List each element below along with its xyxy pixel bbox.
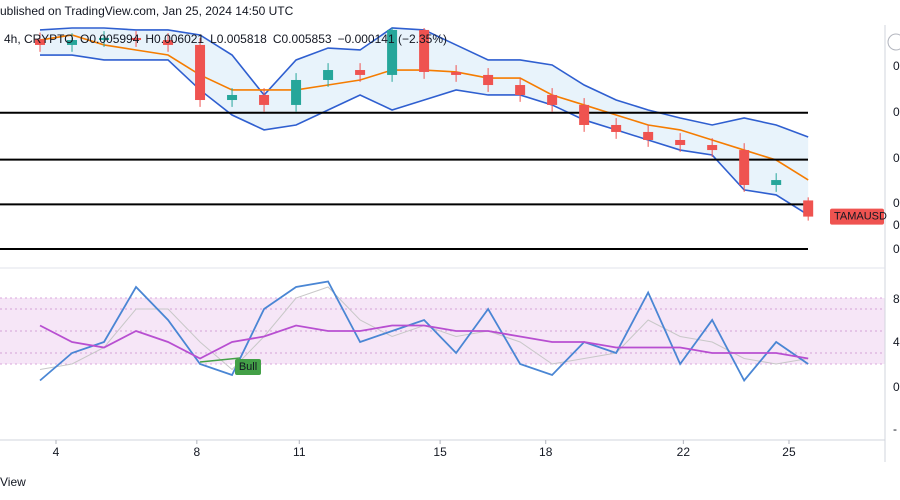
symbol-badge	[830, 208, 884, 225]
x-tick-label: 18	[539, 445, 553, 459]
bull-label: Bull	[239, 361, 257, 373]
candle-body	[259, 94, 270, 105]
osc-band	[0, 298, 885, 364]
candle-body	[547, 94, 558, 105]
candle-body	[99, 37, 110, 41]
candle-body	[323, 70, 334, 80]
candle-body	[803, 200, 814, 217]
x-tick-label: 8	[194, 445, 201, 459]
candle-body	[131, 37, 142, 41]
price-axis-label: 0	[893, 59, 900, 73]
price-axis-label: 0	[893, 218, 900, 232]
price-axis-label: 0	[893, 242, 900, 256]
footer-text: View	[0, 475, 26, 489]
band-fill	[40, 28, 809, 215]
x-tick-label: 22	[677, 445, 691, 459]
plot	[0, 27, 885, 383]
osc-axis-label: -	[893, 422, 897, 436]
settings-icon[interactable]	[887, 33, 900, 51]
published-text: ublished on TradingView.com, Jan 25, 202…	[0, 4, 294, 18]
osc-axis-label: 4	[893, 335, 900, 349]
symbol-interval: 4h, CRYPTO	[4, 32, 74, 46]
x-tick-label: 15	[433, 445, 447, 459]
ohlc-value: O0.005994	[80, 32, 140, 46]
x-tick-label: 25	[782, 445, 796, 459]
candle-body	[579, 104, 590, 125]
candle-body	[675, 139, 686, 146]
candle-body	[611, 124, 622, 132]
osc-line	[39, 280, 809, 383]
candle-body	[355, 70, 366, 75]
ohlc-value: H0.006021	[145, 32, 204, 46]
price-axis-label: 0	[893, 151, 900, 165]
candle-body	[739, 150, 750, 185]
candle-body	[515, 85, 526, 95]
candle-body	[771, 180, 782, 185]
candle-body	[387, 29, 398, 75]
x-tick-label: 4	[53, 445, 60, 459]
candle-body	[67, 40, 78, 45]
candle-body	[451, 71, 462, 75]
candle-body	[163, 40, 174, 45]
price-axis-label: 0	[893, 196, 900, 210]
bull-badge	[235, 359, 261, 375]
ohlc-value: −0.000141 (−2.35%)	[338, 32, 447, 46]
price-axis-label: 0	[893, 105, 900, 119]
candle-body	[643, 131, 654, 140]
candle-body	[483, 74, 494, 86]
osc-axis-label: 8	[893, 292, 900, 306]
osc-axis-label: 0	[893, 380, 900, 394]
candle-body	[419, 29, 430, 72]
candle-body	[291, 79, 302, 105]
ohlc-value: C0.005853	[273, 32, 332, 46]
candle-body	[35, 39, 46, 45]
candle-body	[195, 44, 206, 101]
x-tick-label: 11	[293, 445, 306, 459]
candle-body	[227, 94, 238, 101]
candle-body	[707, 145, 718, 151]
symbol-label: TAMAUSD	[834, 210, 887, 222]
bull-connector	[199, 357, 241, 363]
ohlc-value: L0.005818	[210, 32, 267, 46]
osc-line	[39, 324, 809, 360]
